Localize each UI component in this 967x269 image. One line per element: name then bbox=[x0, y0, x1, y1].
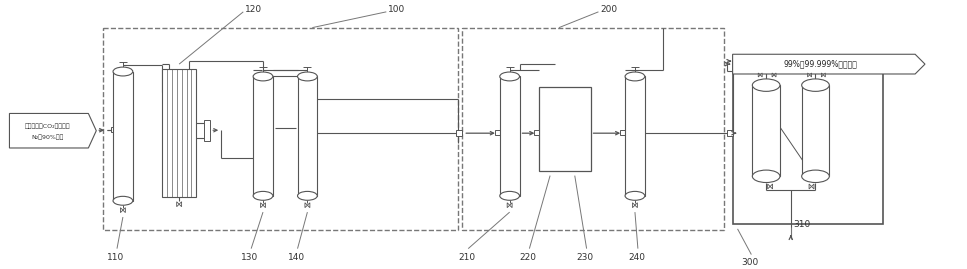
Bar bbox=[752, 85, 780, 176]
Text: N₂：90%以上: N₂：90%以上 bbox=[32, 134, 64, 140]
Ellipse shape bbox=[298, 72, 317, 81]
Polygon shape bbox=[10, 114, 97, 148]
Polygon shape bbox=[121, 208, 123, 213]
Polygon shape bbox=[821, 73, 823, 77]
Bar bbox=[298, 76, 317, 196]
Polygon shape bbox=[510, 203, 513, 208]
Polygon shape bbox=[123, 208, 126, 213]
Bar bbox=[204, 120, 210, 141]
Ellipse shape bbox=[752, 170, 780, 183]
Polygon shape bbox=[807, 73, 809, 77]
Ellipse shape bbox=[625, 72, 645, 81]
Text: 220: 220 bbox=[519, 253, 537, 261]
Polygon shape bbox=[768, 184, 770, 189]
Ellipse shape bbox=[113, 67, 132, 76]
Bar bbox=[620, 130, 625, 135]
Bar bbox=[802, 85, 830, 176]
Text: 130: 130 bbox=[242, 253, 258, 261]
Ellipse shape bbox=[500, 192, 519, 200]
Bar bbox=[113, 72, 132, 201]
Polygon shape bbox=[811, 184, 814, 189]
Ellipse shape bbox=[625, 192, 645, 200]
Ellipse shape bbox=[802, 79, 830, 91]
Bar bbox=[161, 69, 196, 197]
Text: 120: 120 bbox=[246, 5, 262, 14]
Ellipse shape bbox=[253, 72, 273, 81]
Bar bbox=[500, 76, 519, 196]
Bar bbox=[103, 28, 458, 230]
Bar bbox=[726, 130, 733, 136]
Text: 210: 210 bbox=[458, 253, 476, 261]
Polygon shape bbox=[758, 73, 760, 77]
Polygon shape bbox=[179, 202, 182, 207]
Polygon shape bbox=[770, 184, 773, 189]
Polygon shape bbox=[632, 203, 635, 208]
Bar bbox=[540, 87, 591, 171]
Ellipse shape bbox=[253, 192, 273, 200]
Bar bbox=[253, 76, 273, 196]
Text: 110: 110 bbox=[107, 253, 125, 261]
Text: 200: 200 bbox=[601, 5, 618, 14]
Bar bbox=[111, 127, 115, 132]
Polygon shape bbox=[772, 73, 774, 77]
Text: 化学法回收CO₂后的废气: 化学法回收CO₂后的废气 bbox=[25, 123, 71, 129]
Polygon shape bbox=[305, 203, 308, 208]
Polygon shape bbox=[260, 203, 263, 208]
Polygon shape bbox=[308, 203, 309, 208]
Text: 240: 240 bbox=[628, 253, 645, 261]
Text: 99%～99.999%成哆氮气: 99%～99.999%成哆氮气 bbox=[784, 60, 858, 69]
Polygon shape bbox=[507, 203, 510, 208]
Text: 300: 300 bbox=[742, 259, 759, 267]
Text: 230: 230 bbox=[576, 253, 594, 261]
Bar bbox=[495, 130, 500, 135]
Polygon shape bbox=[774, 73, 777, 77]
Ellipse shape bbox=[752, 79, 780, 91]
Polygon shape bbox=[177, 202, 179, 207]
Polygon shape bbox=[809, 73, 811, 77]
Ellipse shape bbox=[113, 196, 132, 205]
Bar bbox=[733, 61, 883, 224]
Bar bbox=[462, 28, 723, 230]
Polygon shape bbox=[760, 73, 762, 77]
Text: 310: 310 bbox=[793, 220, 810, 229]
Polygon shape bbox=[263, 203, 266, 208]
Ellipse shape bbox=[802, 170, 830, 183]
Polygon shape bbox=[809, 184, 811, 189]
Polygon shape bbox=[635, 203, 637, 208]
Polygon shape bbox=[733, 54, 925, 74]
Text: 100: 100 bbox=[389, 5, 405, 14]
Bar bbox=[625, 76, 645, 196]
Bar bbox=[456, 130, 462, 136]
Text: 140: 140 bbox=[287, 253, 305, 261]
Ellipse shape bbox=[500, 72, 519, 81]
Bar bbox=[260, 155, 266, 161]
Polygon shape bbox=[823, 73, 826, 77]
Ellipse shape bbox=[298, 192, 317, 200]
Bar bbox=[535, 130, 540, 135]
